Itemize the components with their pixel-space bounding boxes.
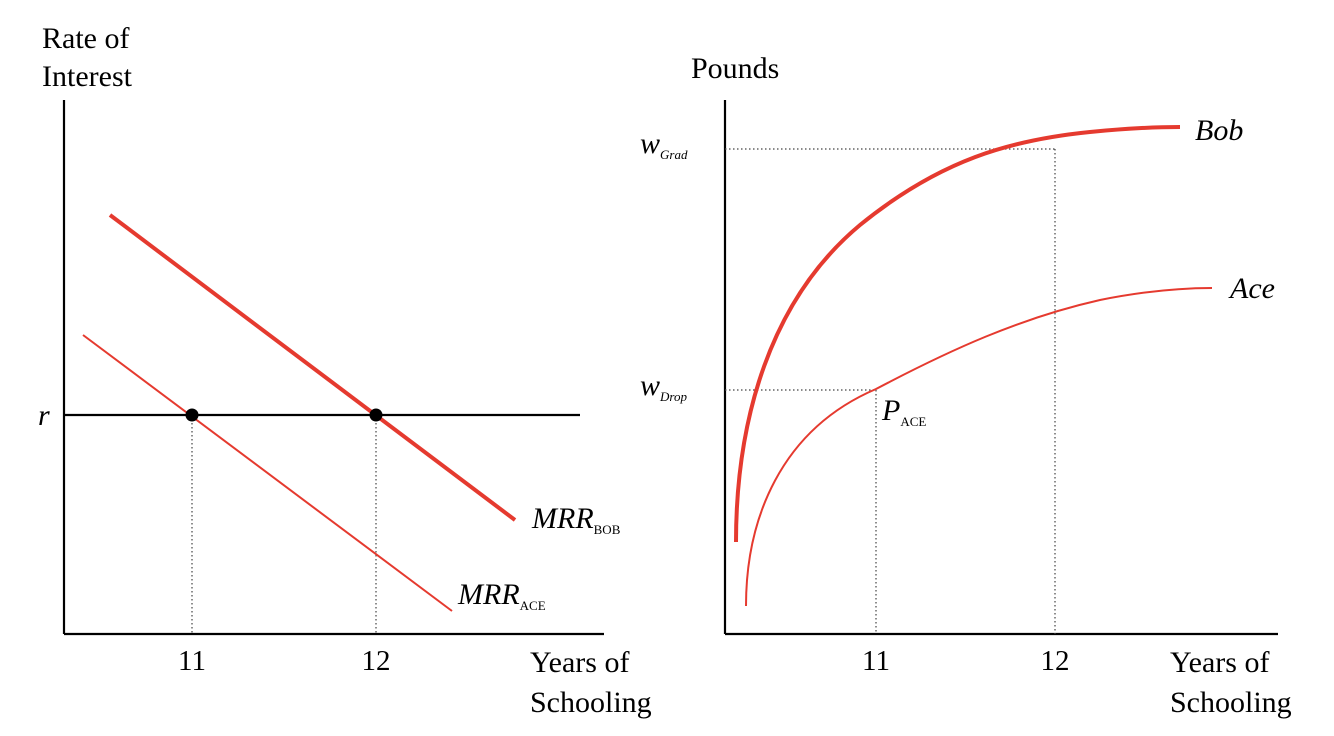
bob-label: Bob	[1195, 114, 1243, 147]
w-grad-label: wGrad	[640, 127, 688, 162]
left-x-tick-12: 12	[362, 645, 391, 677]
bob-curve	[734, 125, 1181, 543]
left-chart: Rate of Interest Years of Schooling 11 1…	[38, 22, 652, 719]
left-ylabel-line2: Interest	[42, 60, 133, 93]
p-ace-label: PACE	[881, 394, 926, 429]
right-xlabel-line1: Years of	[1170, 646, 1269, 679]
left-ylabel-line1: Rate of	[42, 22, 129, 55]
w-drop-label: wDrop	[640, 369, 687, 404]
mrr-bob-label: MRRBOB	[531, 502, 621, 537]
ace-curve	[745, 287, 1213, 607]
equilibrium-bob-dot	[369, 408, 383, 422]
mrr-ace-line	[82, 334, 453, 612]
left-xlabel-line1: Years of	[530, 646, 629, 679]
rate-label: r	[38, 399, 50, 432]
ace-label: Ace	[1228, 272, 1275, 305]
mrr-ace-label: MRRACE	[457, 578, 546, 613]
right-xlabel-line2: Schooling	[1170, 686, 1292, 719]
left-xlabel-line2: Schooling	[530, 686, 652, 719]
right-chart: Pounds Years of Schooling 11 12 wGrad wD…	[640, 52, 1292, 719]
right-x-tick-12: 12	[1041, 645, 1070, 677]
right-x-tick-11: 11	[862, 645, 890, 677]
mrr-bob-line	[108, 213, 517, 522]
left-x-tick-11: 11	[178, 645, 206, 677]
equilibrium-ace-dot	[185, 408, 199, 422]
right-ylabel: Pounds	[691, 52, 779, 85]
